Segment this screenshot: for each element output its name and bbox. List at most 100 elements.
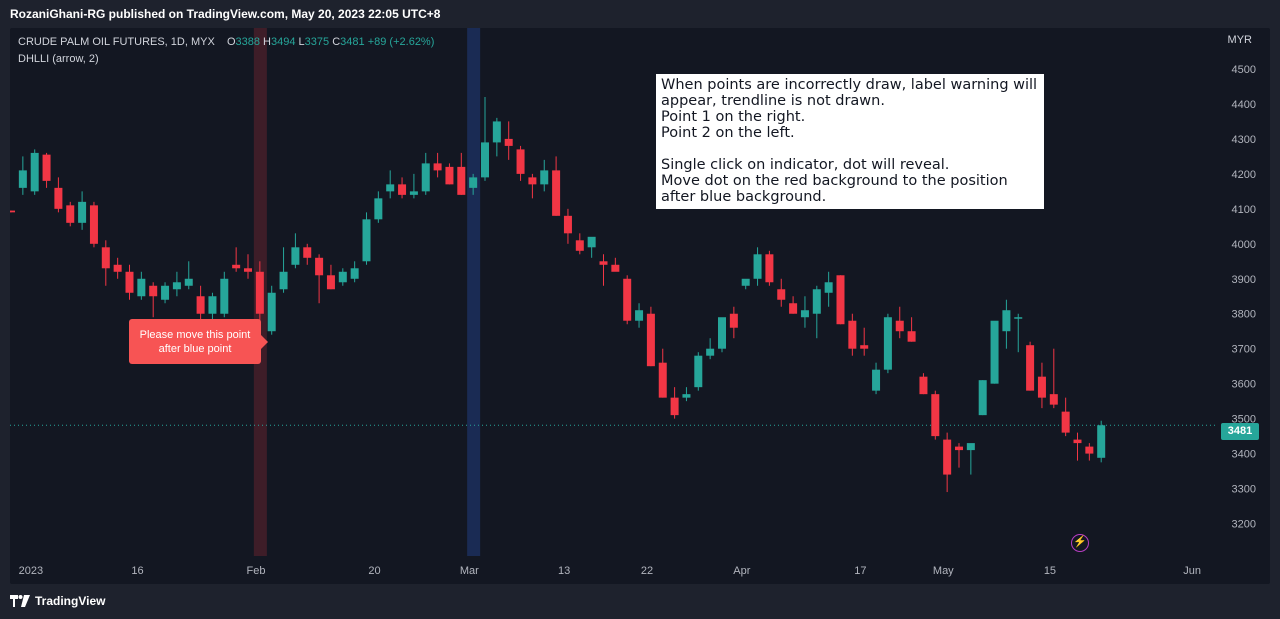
candle-body (445, 166, 454, 185)
candle-body (516, 149, 525, 174)
candle-body (255, 271, 264, 314)
candle-body (350, 268, 359, 279)
candle-body (1026, 345, 1035, 391)
candle-body (208, 296, 217, 314)
candle-body (872, 369, 881, 391)
y-tick-label: 4400 (1232, 99, 1256, 111)
candle-body (1097, 425, 1106, 458)
y-tick-label: 4000 (1232, 239, 1256, 251)
candle-body (729, 313, 738, 328)
candle-body (421, 163, 430, 192)
candle-body (291, 247, 300, 265)
note-line: Point 1 on the right. (661, 109, 806, 125)
x-tick-label: 2023 (19, 565, 43, 577)
tradingview-logo-icon (10, 595, 30, 607)
y-tick-label: 3800 (1232, 309, 1256, 321)
candle-body (670, 397, 679, 416)
x-tick-label: 13 (558, 565, 570, 577)
candle-body (42, 154, 51, 181)
candle-body (18, 170, 27, 188)
candle-body (1037, 376, 1046, 398)
note-line: When points are incorrectly draw, label … (661, 77, 1038, 93)
candle-body (990, 320, 999, 384)
indicator-legend[interactable]: DHLLI (arrow, 2) (18, 53, 99, 65)
candle-body (338, 271, 347, 283)
close-value: 3481 (340, 36, 365, 48)
tradingview-brand: TradingView (35, 594, 106, 608)
y-tick-label: 3300 (1232, 484, 1256, 496)
candle-body (943, 439, 952, 475)
y-tick-label: 4300 (1232, 134, 1256, 146)
candle-body (184, 278, 193, 286)
publish-header: RozaniGhani-RG published on TradingView.… (0, 0, 1280, 28)
low-value: 3375 (304, 36, 330, 48)
candle-body (54, 187, 63, 209)
note-box[interactable]: When points are incorrectly draw, label … (656, 74, 1044, 209)
chart-legend: CRUDE PALM OIL FUTURES, 1D, MYX O3388 H3… (18, 34, 434, 68)
candle-body (694, 355, 703, 388)
y-tick-label: 3400 (1232, 449, 1256, 461)
candle-body (279, 271, 288, 290)
candle-body (611, 264, 620, 272)
candle-body (635, 310, 644, 321)
candle-body (457, 166, 466, 195)
candle-body (1085, 446, 1094, 454)
x-tick-label: Mar (460, 565, 479, 577)
note-line: Move dot on the red background to the po… (661, 173, 1008, 189)
candlestick-chart[interactable]: 3200 3300 3400 3500 3600 3700 3800 3900 4000 4100… (10, 28, 1270, 584)
candle-body (682, 394, 691, 398)
candle-body (599, 261, 608, 265)
candle-body (504, 138, 513, 146)
candle-body (528, 177, 537, 185)
warning-label[interactable]: Please move this point after blue point (129, 319, 268, 364)
candle-body (646, 313, 655, 367)
candle-body (113, 264, 122, 272)
candle-body (824, 282, 833, 293)
candle-body (232, 264, 241, 269)
blue-background-bar (467, 28, 481, 556)
note-line: after blue background. (661, 189, 827, 205)
candle-body (244, 268, 252, 272)
candle-body (1049, 394, 1058, 405)
note-line: appear, trendline is not drawn. (661, 93, 885, 109)
symbol-name[interactable]: CRUDE PALM OIL FUTURES, 1D, MYX (18, 36, 215, 48)
y-tick-label: 3700 (1232, 344, 1256, 356)
candle-body (409, 191, 418, 195)
candle-body (955, 446, 963, 451)
open-value: 3388 (235, 36, 260, 48)
y-tick-label: 4500 (1232, 64, 1256, 76)
candle-body (66, 205, 75, 223)
candle-body (812, 289, 821, 314)
x-tick-label: 15 (1044, 565, 1056, 577)
change-value: +89 (+2.62%) (367, 36, 435, 48)
candle-body (469, 177, 478, 188)
candle-body (623, 278, 632, 321)
candle-body (149, 285, 158, 297)
y-tick-label: 4200 (1232, 169, 1256, 181)
candle-body (492, 121, 501, 143)
candle-body (30, 152, 39, 192)
candle-body (315, 257, 324, 276)
candle-body (895, 320, 904, 332)
candle-body (883, 317, 892, 370)
x-tick-label: Jun (1183, 565, 1201, 577)
chart-frame[interactable]: 3200 3300 3400 3500 3600 3700 3800 3900 4000 4100… (10, 28, 1270, 584)
candle-body (931, 394, 940, 437)
candle-body (848, 320, 857, 349)
note-line (661, 141, 1039, 157)
y-tick-label: 4100 (1232, 204, 1256, 216)
y-tick-label: 3900 (1232, 274, 1256, 286)
x-tick-label: 22 (641, 565, 653, 577)
lightning-bolt-icon[interactable]: ⚡ (1071, 534, 1089, 552)
candle-body (753, 254, 762, 279)
low-label: L (298, 36, 305, 48)
candle-body (398, 184, 407, 195)
open-label: O (226, 36, 236, 48)
ohlc-row: CRUDE PALM OIL FUTURES, 1D, MYX O3388 H3… (18, 34, 434, 51)
y-tick-label: 3500 (1232, 414, 1256, 426)
candle-body (966, 443, 975, 451)
candle-body (1073, 439, 1082, 444)
x-tick-label: May (933, 565, 954, 577)
candle-body (836, 275, 845, 325)
y-tick-label: 3200 (1232, 519, 1256, 531)
